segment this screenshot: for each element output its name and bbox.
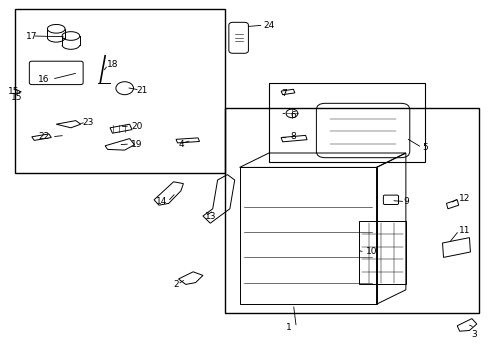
Text: 15: 15 bbox=[8, 87, 20, 96]
Text: 10: 10 bbox=[365, 248, 377, 256]
Text: 1: 1 bbox=[285, 323, 291, 332]
Text: 23: 23 bbox=[82, 118, 94, 127]
Text: 20: 20 bbox=[131, 122, 142, 131]
Text: 5: 5 bbox=[422, 143, 427, 152]
Text: 22: 22 bbox=[38, 132, 50, 141]
Text: 24: 24 bbox=[263, 21, 274, 30]
Bar bbox=[268, 83, 425, 162]
Text: 4: 4 bbox=[178, 140, 183, 149]
Text: 15: 15 bbox=[11, 93, 23, 102]
Text: 19: 19 bbox=[131, 140, 142, 149]
Text: 9: 9 bbox=[402, 197, 408, 206]
Text: 18: 18 bbox=[106, 60, 118, 69]
Bar bbox=[224, 108, 478, 313]
Text: 21: 21 bbox=[136, 86, 147, 95]
Text: 16: 16 bbox=[38, 75, 50, 84]
Text: 13: 13 bbox=[204, 212, 216, 220]
Bar bbox=[239, 167, 376, 304]
Bar bbox=[359, 221, 405, 284]
Text: 14: 14 bbox=[155, 197, 167, 206]
Text: 17: 17 bbox=[26, 32, 38, 41]
Text: 2: 2 bbox=[173, 280, 179, 289]
Text: 7: 7 bbox=[280, 89, 286, 98]
Text: 11: 11 bbox=[458, 226, 469, 235]
Text: 12: 12 bbox=[458, 194, 469, 202]
Text: 3: 3 bbox=[470, 330, 476, 339]
Text: 8: 8 bbox=[290, 132, 296, 141]
Bar bbox=[15, 9, 224, 173]
Text: 6: 6 bbox=[290, 111, 296, 120]
